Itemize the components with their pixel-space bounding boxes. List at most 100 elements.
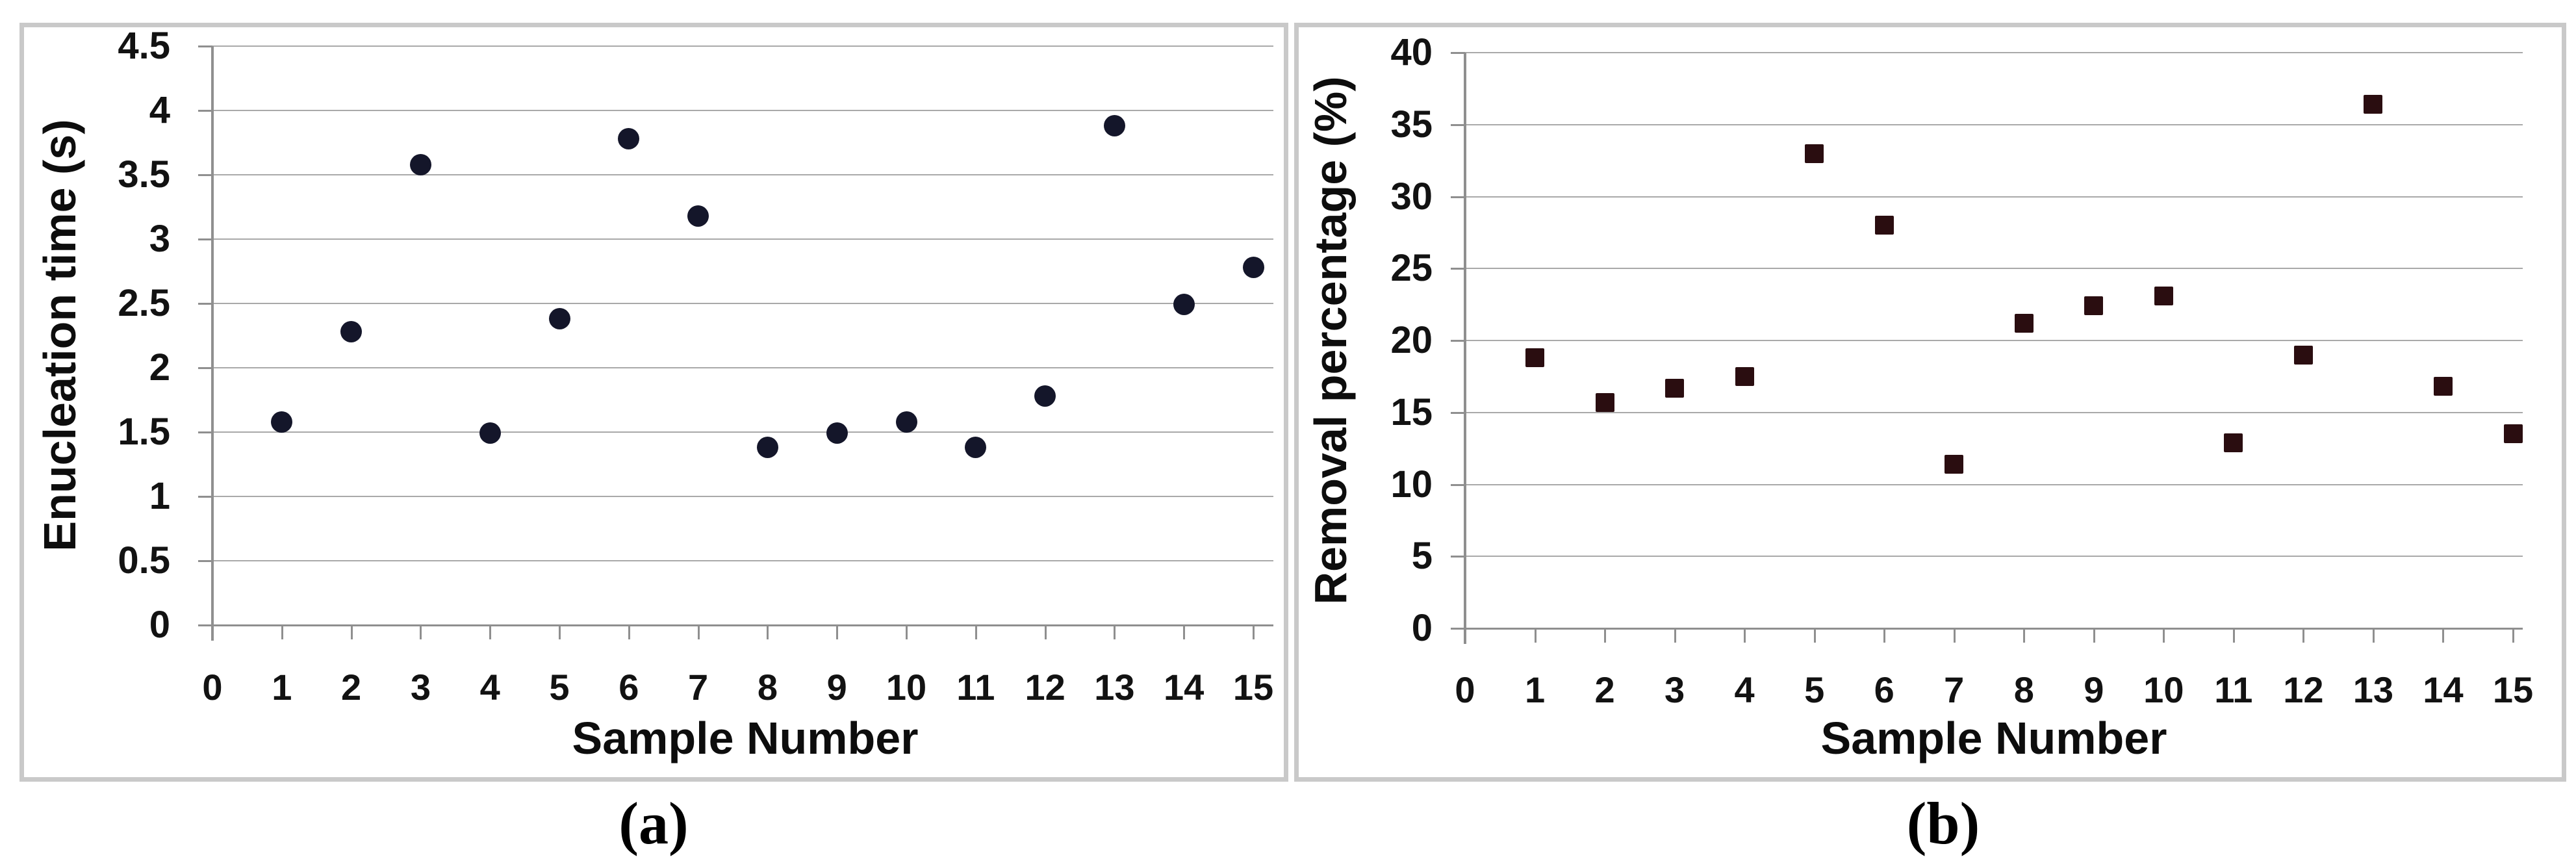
y-tick-label: 30 bbox=[1390, 175, 1433, 218]
gridline bbox=[1465, 52, 2523, 53]
y-tick-label: 3 bbox=[149, 218, 170, 260]
data-point bbox=[2433, 377, 2453, 396]
data-point bbox=[965, 437, 987, 459]
data-point bbox=[756, 437, 778, 459]
x-axis-line bbox=[1465, 628, 2523, 630]
data-point bbox=[271, 411, 293, 433]
y-tick-label: 20 bbox=[1390, 319, 1433, 361]
x-tick-label: 14 bbox=[2423, 669, 2464, 710]
y-tick-label: 2 bbox=[149, 346, 170, 389]
x-tick-mark bbox=[420, 625, 422, 639]
data-point bbox=[2224, 433, 2243, 452]
x-tick-label: 15 bbox=[1232, 667, 1274, 708]
x-tick-label: 13 bbox=[1094, 667, 1135, 708]
y-tick-label: 3.5 bbox=[118, 153, 170, 196]
gridline bbox=[212, 110, 1273, 111]
y-tick-label: 1 bbox=[149, 475, 170, 517]
x-tick-label: 3 bbox=[1664, 669, 1685, 710]
x-tick-mark bbox=[2163, 628, 2165, 643]
y-tick-mark bbox=[1451, 411, 1465, 414]
gridline bbox=[212, 560, 1273, 561]
gridline bbox=[212, 45, 1273, 47]
chart-panel-a bbox=[19, 23, 1288, 782]
x-tick-label: 10 bbox=[886, 667, 927, 708]
data-point bbox=[895, 411, 917, 433]
x-tick-label: 12 bbox=[2283, 669, 2324, 710]
y-tick-label: 15 bbox=[1390, 391, 1433, 433]
data-point bbox=[1525, 348, 1545, 368]
y-tick-mark bbox=[1451, 123, 1465, 126]
x-tick-mark bbox=[836, 625, 839, 639]
y-tick-label: 4.5 bbox=[118, 25, 170, 67]
x-tick-mark bbox=[350, 625, 353, 639]
data-point bbox=[1242, 257, 1264, 279]
x-tick-mark bbox=[2302, 628, 2305, 643]
data-point bbox=[687, 205, 709, 227]
data-point bbox=[1805, 144, 1824, 163]
x-tick-label: 5 bbox=[549, 667, 570, 708]
y-tick-mark bbox=[198, 238, 212, 240]
y-tick-label: 5 bbox=[1411, 535, 1433, 578]
y-tick-label: 0.5 bbox=[118, 539, 170, 582]
x-tick-label: 12 bbox=[1025, 667, 1065, 708]
data-point bbox=[1945, 454, 1964, 474]
chart-a-x-axis-title: Sample Number bbox=[572, 713, 919, 763]
x-tick-mark bbox=[2442, 628, 2445, 643]
y-tick-mark bbox=[198, 496, 212, 498]
x-tick-mark bbox=[906, 625, 908, 639]
x-tick-label: 11 bbox=[2214, 669, 2253, 710]
chart-panel-b bbox=[1294, 23, 2566, 782]
data-point bbox=[1034, 385, 1056, 407]
y-tick-mark bbox=[198, 174, 212, 176]
data-point bbox=[1595, 392, 1614, 412]
x-tick-mark bbox=[1183, 625, 1186, 639]
x-tick-mark bbox=[767, 625, 769, 639]
x-tick-label: 6 bbox=[618, 667, 639, 708]
x-tick-label: 7 bbox=[688, 667, 709, 708]
y-axis-line bbox=[1464, 53, 1466, 644]
gridline bbox=[212, 431, 1273, 433]
x-tick-label: 1 bbox=[272, 667, 292, 708]
gridline bbox=[1465, 268, 2523, 270]
gridline bbox=[1465, 556, 2523, 558]
y-tick-label: 0 bbox=[1411, 607, 1433, 649]
gridline bbox=[212, 303, 1273, 304]
data-point bbox=[2364, 95, 2383, 114]
data-point bbox=[618, 128, 640, 150]
data-point bbox=[1103, 115, 1125, 137]
x-tick-label: 10 bbox=[2143, 669, 2184, 710]
x-tick-mark bbox=[1883, 628, 1886, 643]
gridline bbox=[1465, 483, 2523, 485]
x-tick-mark bbox=[489, 625, 492, 639]
data-point bbox=[479, 422, 501, 444]
data-point bbox=[2293, 345, 2313, 365]
x-tick-mark bbox=[2232, 628, 2235, 643]
x-tick-label: 6 bbox=[1874, 669, 1894, 710]
y-tick-mark bbox=[1451, 483, 1465, 486]
y-tick-mark bbox=[198, 560, 212, 562]
x-tick-label: 2 bbox=[1594, 669, 1615, 710]
y-tick-mark bbox=[198, 303, 212, 305]
data-point bbox=[2503, 424, 2523, 444]
data-point bbox=[826, 422, 848, 444]
x-tick-mark bbox=[1813, 628, 1816, 643]
x-tick-mark bbox=[697, 625, 700, 639]
y-tick-mark bbox=[1451, 196, 1465, 198]
chart-b-x-axis-title: Sample Number bbox=[1820, 713, 2167, 763]
y-tick-mark bbox=[1451, 52, 1465, 54]
data-point bbox=[1173, 294, 1195, 316]
x-tick-mark bbox=[628, 625, 630, 639]
x-tick-label: 13 bbox=[2353, 669, 2394, 710]
x-tick-label: 9 bbox=[2084, 669, 2104, 710]
x-tick-mark bbox=[1953, 628, 1956, 643]
gridline bbox=[1465, 340, 2523, 341]
x-tick-mark bbox=[1044, 625, 1047, 639]
y-tick-mark bbox=[1451, 268, 1465, 270]
x-tick-mark bbox=[2372, 628, 2375, 643]
x-tick-label: 4 bbox=[1734, 669, 1755, 710]
x-tick-label: 14 bbox=[1164, 667, 1205, 708]
x-tick-label: 7 bbox=[1944, 669, 1965, 710]
chart-a-y-axis-title: Enucleation time (s) bbox=[34, 119, 85, 552]
y-tick-mark bbox=[198, 45, 212, 47]
